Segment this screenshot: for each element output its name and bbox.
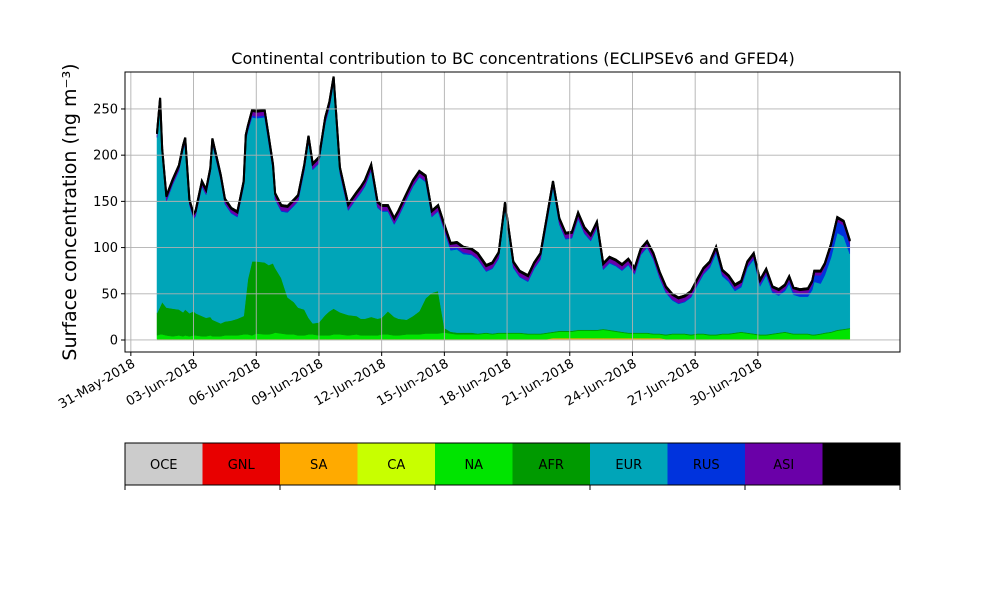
legend-label-na: NA: [464, 458, 483, 473]
legend-swatch-gnl: [202, 443, 280, 485]
y-axis-label: Surface concentration (ng m⁻³): [59, 63, 81, 360]
legend-swatch-eur: [590, 443, 668, 485]
legend-swatch-afr: [512, 443, 590, 485]
y-tick-label: 100: [93, 241, 118, 256]
y-tick-label: 200: [93, 149, 118, 164]
legend-swatch-ca: [357, 443, 435, 485]
y-tick-label: 250: [93, 102, 118, 117]
legend-swatch-rus: [667, 443, 745, 485]
legend-swatch-asi: [745, 443, 823, 485]
legend-label-sa: SA: [310, 458, 327, 473]
legend-swatch-aus: [822, 443, 900, 485]
y-tick-label: 50: [101, 287, 118, 302]
legend-label-rus: RUS: [693, 458, 720, 473]
chart-title: Continental contribution to BC concentra…: [231, 49, 794, 68]
legend-label-gnl: GNL: [228, 458, 256, 473]
y-tick-label: 0: [110, 333, 118, 348]
legend-swatch-oce: [125, 443, 203, 485]
plot-frame: [124, 71, 901, 353]
legend-label-afr: AFR: [539, 458, 564, 473]
legend-label-asi: ASI: [773, 458, 794, 473]
legend-label-oce: OCE: [150, 458, 178, 473]
legend-label-eur: EUR: [615, 458, 642, 473]
legend-swatch-na: [435, 443, 513, 485]
legend-label-aus: AUS: [848, 458, 875, 473]
y-tick-label: 150: [93, 195, 118, 210]
legend-label-ca: CA: [387, 458, 405, 473]
total-outline: [156, 76, 851, 299]
legend: OCE GNL SA CA NA AFR EUR RUS ASI AUS: [124, 442, 901, 490]
legend-swatch-sa: [280, 443, 358, 485]
legend-frame: [124, 442, 901, 486]
